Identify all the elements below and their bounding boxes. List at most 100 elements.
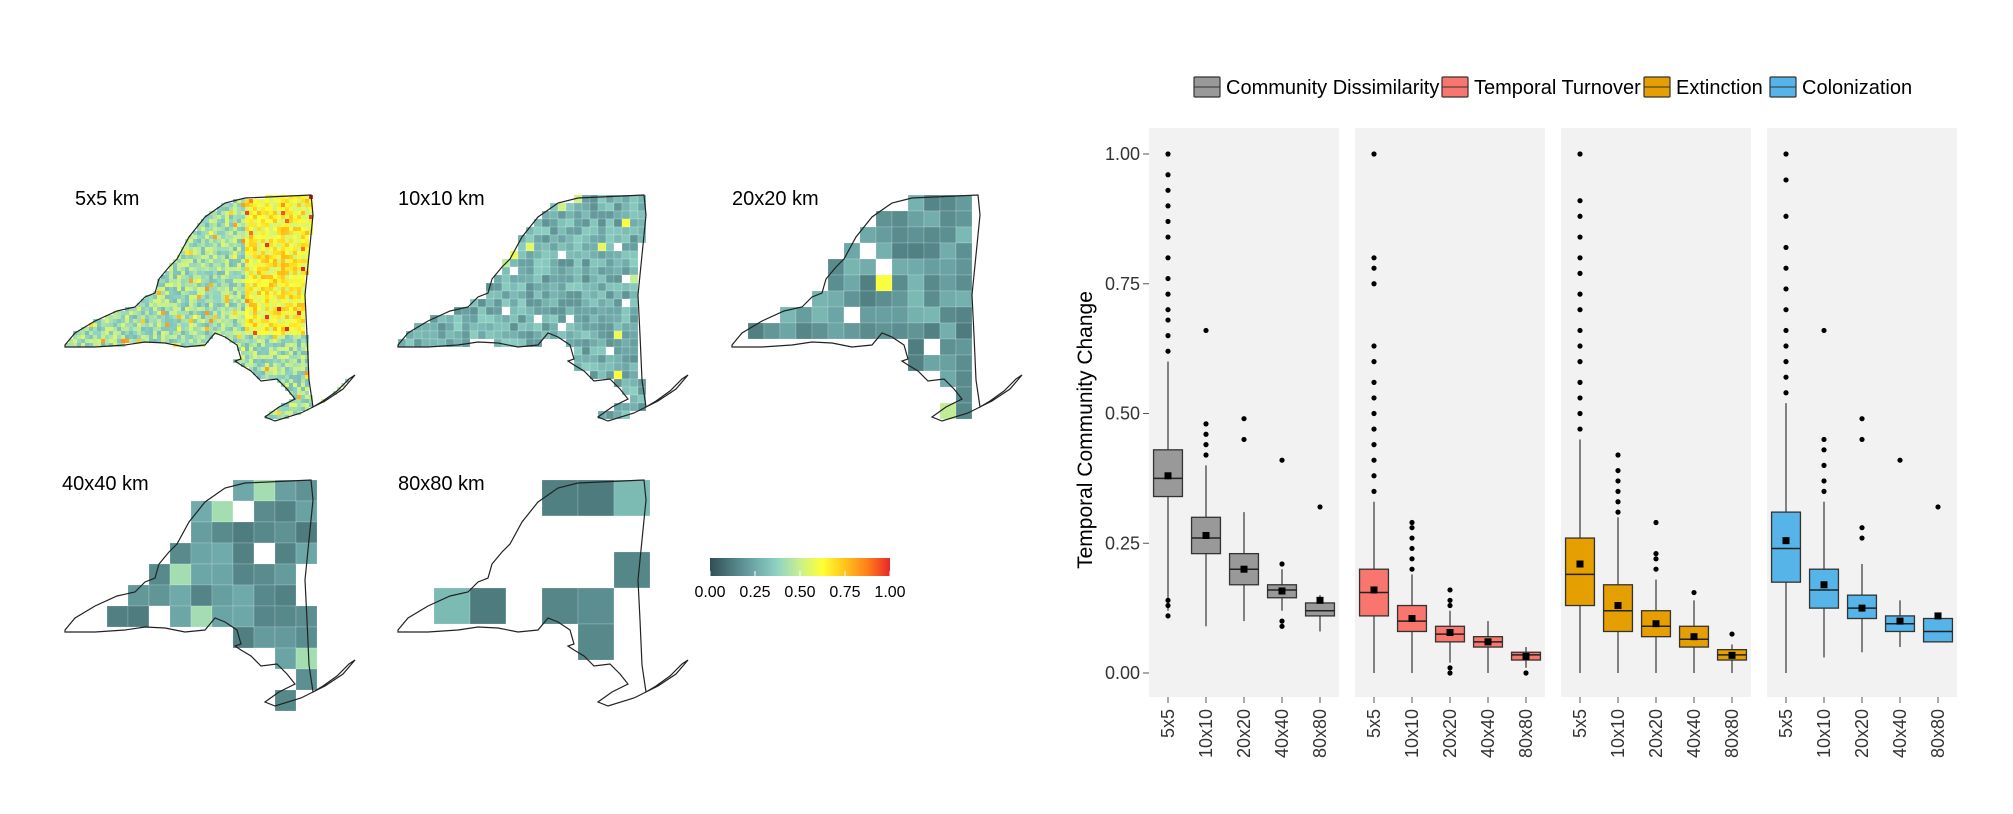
map-cell	[137, 315, 141, 319]
map-title: 40x40 km	[62, 473, 149, 495]
map-cell	[233, 207, 237, 211]
map-cell	[133, 331, 137, 335]
map-cell	[213, 235, 217, 239]
map-cell	[189, 267, 193, 271]
map-cell	[297, 227, 301, 231]
box-40x40	[1472, 621, 1504, 673]
map-cell	[581, 346, 591, 356]
map-cell	[281, 319, 285, 323]
map-cell	[297, 311, 301, 315]
map-cell	[209, 327, 213, 331]
map-cell	[613, 370, 623, 380]
map-cell	[125, 339, 129, 343]
map-cell	[93, 327, 97, 331]
map-cell	[923, 322, 941, 340]
map-cell	[274, 479, 297, 502]
map-cell	[89, 331, 93, 335]
map-cell	[605, 410, 615, 420]
map-cell	[165, 299, 169, 303]
map-cell	[157, 323, 161, 327]
map-cell	[205, 263, 209, 267]
map-cell	[269, 239, 273, 243]
map-cell	[193, 323, 197, 327]
map-cell	[169, 307, 173, 311]
map-cell	[285, 223, 289, 227]
x-tick-label: 10x10	[1608, 709, 1628, 758]
map-cell	[209, 271, 213, 275]
map-cell	[281, 335, 285, 339]
map-cell	[621, 322, 631, 332]
map-cell	[589, 242, 599, 252]
map-cell	[477, 306, 487, 316]
map-cell	[97, 331, 101, 335]
colorbar: 0.00 0.25 0.50 0.75 1.00	[694, 558, 906, 601]
map-cell	[573, 250, 583, 260]
map-cell	[193, 231, 197, 235]
map-cell	[125, 331, 129, 335]
map-cell	[269, 283, 273, 287]
map-cell	[301, 307, 305, 311]
map-cell	[281, 311, 285, 315]
map-cell	[173, 327, 177, 331]
x-tick-label: 5x5	[1776, 709, 1796, 738]
map-cell	[177, 335, 181, 339]
map-cell	[245, 355, 249, 359]
map-cell	[217, 219, 221, 223]
map-cell	[293, 299, 297, 303]
outlier-point	[1447, 587, 1453, 593]
map-cell	[201, 219, 205, 223]
map-cell	[629, 210, 639, 220]
map-cell	[581, 282, 591, 292]
map-cell	[261, 283, 265, 287]
map-cell	[277, 371, 281, 375]
map-cell	[245, 275, 249, 279]
map-cell	[225, 295, 229, 299]
map-cell	[221, 311, 225, 315]
map-cell	[241, 279, 245, 283]
map-cell	[229, 335, 233, 339]
map-cell	[289, 259, 293, 263]
map-cell	[509, 274, 519, 284]
map-cell	[257, 231, 261, 235]
map-cell	[225, 311, 229, 315]
map-cell	[289, 371, 293, 375]
map-cell	[201, 247, 205, 251]
outlier-point	[1615, 509, 1621, 515]
map-cell	[105, 323, 109, 327]
map-cell	[261, 263, 265, 267]
map-cell	[237, 303, 241, 307]
box-80x80	[1510, 647, 1542, 676]
map-cell	[501, 322, 511, 332]
map-cell	[129, 319, 133, 323]
map-cell	[241, 303, 245, 307]
outlier-point	[1165, 613, 1171, 619]
map-cell	[149, 303, 153, 307]
map-cell	[261, 311, 265, 315]
map-cell	[217, 323, 221, 327]
map-cell	[541, 274, 551, 284]
map-cell	[173, 283, 177, 287]
map-cell	[65, 343, 69, 347]
map-cell	[589, 218, 599, 228]
map-cell	[221, 259, 225, 263]
map-cell	[217, 275, 221, 279]
map-cell	[505, 587, 543, 625]
map-cell	[177, 271, 181, 275]
map-cell	[105, 327, 109, 331]
map-cell	[145, 335, 149, 339]
map-cell	[289, 275, 293, 279]
map-cell	[237, 263, 241, 267]
map-cell	[274, 542, 297, 565]
map-cell	[285, 291, 289, 295]
map-cell	[213, 223, 217, 227]
map-cell	[205, 295, 209, 299]
colorbar-label-2: 0.50	[784, 584, 815, 601]
map-cell	[161, 275, 165, 279]
map-cell	[843, 306, 861, 324]
outlier-point	[1859, 416, 1865, 422]
map-cell	[613, 218, 623, 228]
map-cell	[269, 247, 273, 251]
map-cell	[265, 371, 269, 375]
map-cell	[201, 231, 205, 235]
map-cell	[301, 323, 305, 327]
